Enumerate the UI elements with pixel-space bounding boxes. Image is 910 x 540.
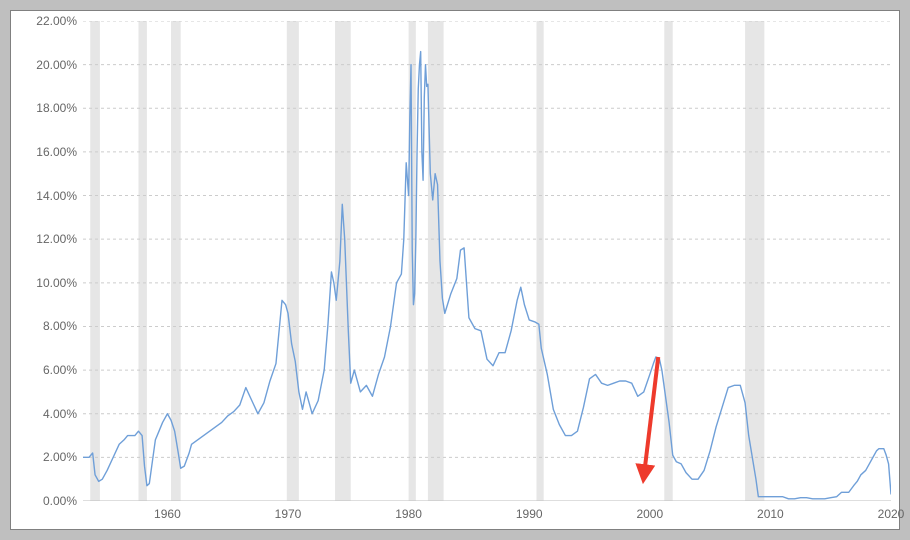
recession-band <box>536 21 543 501</box>
x-axis-label: 1960 <box>154 507 181 521</box>
recession-band <box>428 21 444 501</box>
chart-frame: 0.00% 2.00% 4.00% 6.00% 8.00% 10.00% 12.00% 14.… <box>10 10 900 530</box>
y-axis-label: 10.00% <box>36 276 77 290</box>
y-axis-label: 8.00% <box>43 319 77 333</box>
y-axis-label: 16.00% <box>36 145 77 159</box>
y-axis-label: 2.00% <box>43 450 77 464</box>
y-axis-label: 4.00% <box>43 407 77 421</box>
x-axis-label: 1980 <box>395 507 422 521</box>
x-axis-label: 1990 <box>516 507 543 521</box>
x-axis-label: 2010 <box>757 507 784 521</box>
y-axis-label: 0.00% <box>43 494 77 508</box>
chart-svg <box>83 21 891 501</box>
recession-band <box>287 21 299 501</box>
series-line <box>83 52 891 499</box>
x-axis-label: 2020 <box>878 507 905 521</box>
y-axis-label: 18.00% <box>36 101 77 115</box>
y-axis-label: 22.00% <box>36 14 77 28</box>
recession-band <box>90 21 100 501</box>
recession-band <box>138 21 146 501</box>
y-axis-label: 6.00% <box>43 363 77 377</box>
plot-area: 0.00%2.00%4.00%6.00%8.00%10.00%12.00%14.… <box>83 21 891 501</box>
x-axis-label: 2000 <box>636 507 663 521</box>
annotation-arrow <box>644 357 658 477</box>
recession-band <box>664 21 672 501</box>
y-axis-label: 12.00% <box>36 232 77 246</box>
recession-band <box>171 21 181 501</box>
y-axis-label: 20.00% <box>36 58 77 72</box>
y-axis-label: 14.00% <box>36 189 77 203</box>
recession-band <box>335 21 351 501</box>
x-axis-label: 1970 <box>275 507 302 521</box>
